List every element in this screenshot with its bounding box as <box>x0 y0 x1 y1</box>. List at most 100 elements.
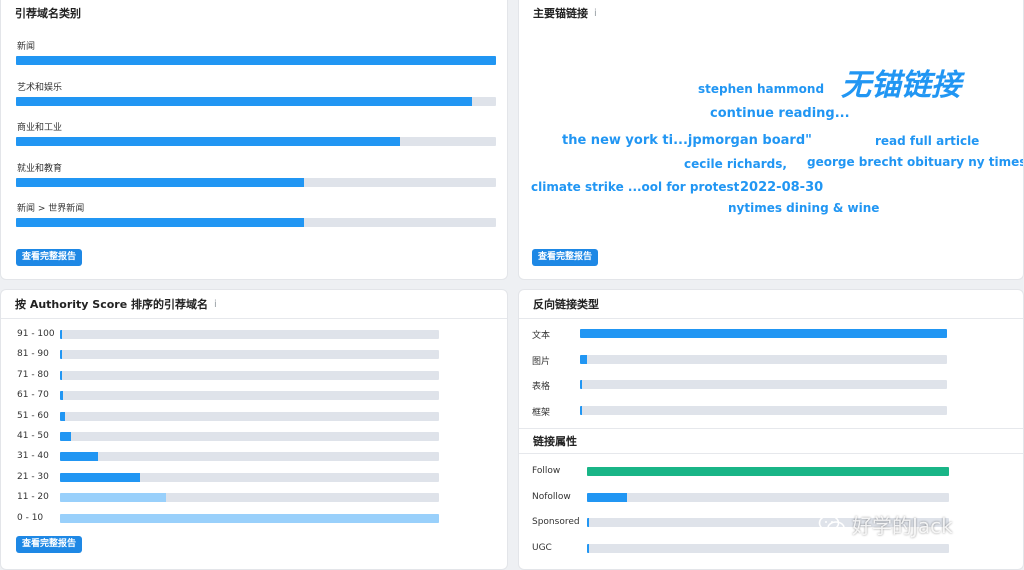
category-row-label: 就业和教育 <box>17 163 63 174</box>
backlink-type-row-label: 文本 <box>532 331 551 341</box>
authority-score-row-label: 21 - 30 <box>17 471 49 482</box>
link-attribute-row-bar-track <box>587 467 949 476</box>
category-row-label: 商业和工业 <box>17 123 63 133</box>
authority-score-row-bar-fill <box>60 350 62 360</box>
link-attribute-row-bar-track <box>587 492 949 502</box>
link-attribute-row-bar-track <box>587 543 949 553</box>
authority-score-row-label: 91 - 100 <box>17 329 55 339</box>
category-row-bar-fill <box>16 96 472 106</box>
authority-score-row-bar-fill <box>60 513 439 523</box>
category-row-bar-fill <box>16 218 304 227</box>
watermark: 好学的Jack <box>818 510 953 539</box>
category-row-label: 新闻 <box>17 42 36 52</box>
category-row-bar-fill <box>16 137 400 146</box>
authority-score-row-bar-track <box>60 411 439 421</box>
backlink-type-row-bar-track <box>580 405 947 415</box>
card-title: 引荐域名类别 <box>1 0 507 26</box>
link-attribute-row-label: UGC <box>532 542 552 553</box>
link-attribute-row-label: Follow <box>532 466 561 476</box>
link-attribute-row-bar-fill <box>587 518 589 527</box>
backlink-types-title: 反向链接类型 <box>533 298 599 311</box>
view-full-report-button[interactable]: 查看完整报告 <box>16 249 83 266</box>
view-full-report-button[interactable]: 查看完整报告 <box>532 249 599 266</box>
anchor-word[interactable]: stephen hammond <box>698 82 825 96</box>
top-anchors-title: 主要锚链接 <box>533 7 588 20</box>
authority-score-row-bar-fill <box>60 452 98 462</box>
anchor-word[interactable]: read full article <box>875 134 980 148</box>
authority-score-row-bar-track <box>60 350 439 360</box>
link-attribute-row-bar-fill <box>587 467 949 476</box>
anchor-word[interactable]: climate strike ...ool for protest <box>531 180 740 194</box>
authority-score-row-bar-fill <box>60 391 64 401</box>
referring-categories-title: 引荐域名类别 <box>15 7 81 20</box>
anchor-word[interactable]: continue reading... <box>710 106 850 121</box>
top-anchors-card: 主要锚链接 i stephen hammond 无锚链接 continue re… <box>518 0 1024 280</box>
authority-score-row-label: 0 - 10 <box>17 512 44 523</box>
authority-score-row-label: 41 - 50 <box>17 431 49 441</box>
backlink-types-card: 反向链接类型 文本97%1.3B图片2%37.3M表格<1%77.9K框架<1%… <box>518 289 1024 570</box>
authority-score-row-bar-track <box>60 391 439 401</box>
authority-score-row-bar-track <box>60 513 439 523</box>
backlink-type-row-label: 图片 <box>532 356 551 367</box>
watermark-text: 好学的Jack <box>852 514 953 538</box>
card-title: 主要锚链接 i <box>519 0 1023 26</box>
link-attributes-title: 链接属性 <box>533 435 577 448</box>
anchor-word[interactable]: 2022-08-30 <box>740 180 824 195</box>
authority-score-row-bar-fill <box>60 493 167 503</box>
category-row-label: 新闻 > 世界新闻 <box>17 204 85 214</box>
authority-score-row-bar-track <box>60 370 439 380</box>
anchor-word[interactable]: nytimes dining & wine <box>728 201 880 215</box>
link-attribute-row-bar-track <box>587 518 949 527</box>
category-row-label: 艺术和娱乐 <box>17 82 63 93</box>
link-attributes-header: 链接属性 <box>519 428 1023 454</box>
category-row-bar-fill <box>16 56 496 65</box>
backlink-type-row-bar-fill <box>580 329 947 338</box>
authority-score-row-label: 11 - 20 <box>17 492 49 503</box>
authority-score-row-bar-track <box>60 493 439 503</box>
authority-score-row-bar-fill <box>60 411 65 421</box>
backlink-type-row-bar-fill <box>580 405 582 415</box>
backlink-type-row-label: 框架 <box>532 407 551 418</box>
category-row-bar-track <box>16 177 496 187</box>
authority-score-row-bar-track <box>60 330 439 339</box>
card-title: 按 Authority Score 排序的引荐域名 i <box>1 290 507 319</box>
info-icon[interactable]: i <box>214 298 217 310</box>
authority-score-row-label: 51 - 60 <box>17 410 49 421</box>
authority-score-row-bar-fill <box>60 370 62 380</box>
authority-score-row-label: 71 - 80 <box>17 369 49 380</box>
anchor-word[interactable]: george brecht obituary ny times <box>807 155 1024 169</box>
category-row-bar-track <box>16 218 496 227</box>
backlink-type-row-bar-track <box>580 329 947 338</box>
authority-score-row-label: 81 - 90 <box>17 349 49 360</box>
link-attribute-row-label: Nofollow <box>532 491 571 502</box>
authority-score-row-bar-fill <box>60 472 140 482</box>
anchor-word[interactable]: the new york ti...jpmorgan board" <box>562 133 812 148</box>
backlink-type-row-bar-track <box>580 354 947 364</box>
category-row-bar-fill <box>16 177 304 187</box>
backlink-type-row-bar-fill <box>580 354 588 364</box>
link-attribute-row-label: Sponsored <box>532 517 580 527</box>
authority-score-title: 按 Authority Score 排序的引荐域名 <box>15 298 208 311</box>
authority-score-row-bar-track <box>60 472 439 482</box>
authority-score-row-bar-fill <box>60 330 62 339</box>
backlink-type-row-label: 表格 <box>532 382 551 392</box>
info-icon[interactable]: i <box>594 7 597 19</box>
authority-score-row-label: 61 - 70 <box>17 390 49 401</box>
link-attribute-row-bar-fill <box>587 543 589 553</box>
wechat-icon <box>818 514 845 535</box>
category-row-bar-track <box>16 56 496 65</box>
category-row-bar-track <box>16 96 496 106</box>
card-title: 反向链接类型 <box>519 290 1023 319</box>
category-row-bar-track <box>16 137 496 146</box>
authority-score-row-bar-track <box>60 432 439 441</box>
view-full-report-button[interactable]: 查看完整报告 <box>16 536 83 553</box>
authority-score-row-bar-track <box>60 452 439 462</box>
anchor-word[interactable]: cecile richards, <box>684 157 787 171</box>
authority-score-row-label: 31 - 40 <box>17 451 49 462</box>
anchor-word-no-anchor[interactable]: 无锚链接 <box>841 68 961 103</box>
link-attribute-row-bar-fill <box>587 492 627 502</box>
backlink-type-row-bar-track <box>580 380 947 389</box>
backlink-type-row-bar-fill <box>580 380 582 389</box>
referring-categories-card: 引荐域名类别 新闻20%2K艺术和娱乐19%1.9K商业和工业16%1.6K就业… <box>0 0 508 280</box>
authority-score-card: 按 Authority Score 排序的引荐域名 i 91 - 100<1%1… <box>0 289 508 570</box>
